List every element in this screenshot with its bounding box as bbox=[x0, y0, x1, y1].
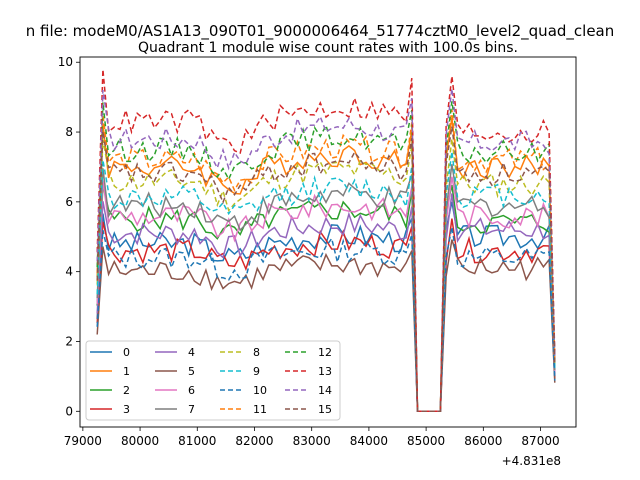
y-tick-label: 8 bbox=[65, 125, 73, 139]
series-line-5 bbox=[96, 239, 556, 413]
series-line-7 bbox=[96, 164, 556, 413]
figure-suptitle: n file: modeM0/AS1A13_090T01_9000006464_… bbox=[26, 22, 615, 41]
series-line-9 bbox=[96, 151, 556, 413]
legend-label-4: 4 bbox=[188, 346, 195, 359]
legend-label-1: 1 bbox=[123, 365, 130, 378]
x-tick-label: 85000 bbox=[407, 434, 445, 448]
axes-frame bbox=[79, 56, 577, 428]
series-line-6 bbox=[96, 176, 556, 413]
x-tick-label: 79000 bbox=[64, 434, 102, 448]
x-tick-label: 82000 bbox=[235, 434, 273, 448]
x-offset-label: +4.831e8 bbox=[502, 454, 561, 468]
legend-label-12: 12 bbox=[318, 346, 332, 359]
x-tick-label: 81000 bbox=[178, 434, 216, 448]
legend-label-2: 2 bbox=[123, 384, 130, 397]
y-tick-label: 0 bbox=[65, 404, 73, 418]
series-line-15 bbox=[96, 126, 556, 413]
legend-label-15: 15 bbox=[318, 403, 332, 416]
y-axis: 0 2 4 6 8 10 bbox=[58, 55, 80, 418]
legend-box bbox=[85, 340, 341, 421]
legend-label-10: 10 bbox=[253, 384, 267, 397]
y-tick-label: 6 bbox=[65, 195, 73, 209]
chart-title: Quadrant 1 module wise count rates with … bbox=[138, 40, 518, 56]
y-tick-label: 2 bbox=[65, 334, 73, 348]
series-line-8 bbox=[96, 138, 556, 413]
series-line-11 bbox=[96, 109, 556, 413]
y-tick-label: 10 bbox=[58, 55, 73, 69]
legend-label-9: 9 bbox=[253, 365, 260, 378]
x-axis: 79000 80000 81000 82000 83000 84000 85000 86000… bbox=[64, 427, 560, 448]
y-tick-label: 4 bbox=[65, 265, 73, 279]
series-line-0 bbox=[96, 201, 556, 413]
series-line-1 bbox=[96, 117, 556, 413]
x-tick-label: 86000 bbox=[464, 434, 502, 448]
x-tick-label: 87000 bbox=[521, 434, 559, 448]
x-tick-label: 84000 bbox=[350, 434, 388, 448]
plot-area bbox=[96, 69, 556, 413]
legend-label-3: 3 bbox=[123, 403, 130, 416]
legend-label-6: 6 bbox=[188, 384, 195, 397]
legend-label-13: 13 bbox=[318, 365, 332, 378]
series-line-13 bbox=[96, 69, 556, 413]
series-line-2 bbox=[96, 184, 556, 413]
series-line-12 bbox=[96, 101, 556, 413]
x-tick-label: 80000 bbox=[121, 434, 159, 448]
legend-label-7: 7 bbox=[188, 403, 195, 416]
series-line-10 bbox=[96, 226, 556, 413]
legend-label-11: 11 bbox=[253, 403, 267, 416]
legend-label-14: 14 bbox=[318, 384, 332, 397]
legend-label-5: 5 bbox=[188, 365, 195, 378]
series-line-14 bbox=[96, 88, 556, 413]
legend-label-8: 8 bbox=[253, 346, 260, 359]
legend-label-0: 0 bbox=[123, 346, 130, 359]
x-tick-label: 83000 bbox=[293, 434, 331, 448]
